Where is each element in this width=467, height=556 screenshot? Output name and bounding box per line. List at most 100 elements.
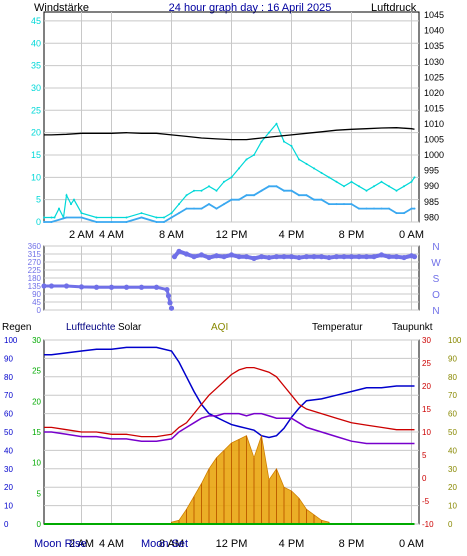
point-gust bbox=[350, 180, 353, 183]
series-avg bbox=[44, 185, 415, 223]
point-avg bbox=[155, 221, 158, 223]
point-gust bbox=[215, 189, 218, 192]
y-tick-wind: 10 bbox=[31, 172, 41, 182]
axis-labels: 2 AM 4 AM 8 AM 12 PM 4 PM 8 PM 0 AM 2 AM 4 AM 8 A… bbox=[4, 10, 462, 550]
compass-label: O bbox=[432, 290, 440, 301]
y-tick-wind: 45 bbox=[31, 16, 41, 26]
y-tick-pressure: 1005 bbox=[424, 135, 444, 145]
point-gust bbox=[410, 180, 413, 183]
y-tick-wind: 15 bbox=[31, 150, 41, 160]
point-avg bbox=[253, 194, 255, 197]
point-avg bbox=[403, 212, 405, 215]
x-tick-label-bottom: 12 PM bbox=[216, 538, 248, 550]
legend-rain: Regen bbox=[2, 322, 31, 333]
point-gust bbox=[140, 212, 143, 215]
point-avg bbox=[283, 189, 285, 192]
y-tick-pressure: 1000 bbox=[424, 150, 444, 160]
y-tick-solar: 10 bbox=[448, 502, 457, 511]
series-humidity bbox=[44, 346, 415, 439]
point-gust bbox=[208, 185, 210, 188]
series-direction-day bbox=[172, 248, 416, 261]
y-tick-temperature: 25 bbox=[422, 359, 431, 368]
point-gust bbox=[343, 185, 345, 188]
y-tick-solar: 90 bbox=[448, 354, 457, 363]
point-gust bbox=[290, 145, 293, 148]
y-tick-temperature: 0 bbox=[422, 474, 427, 483]
y-tick-humidity: 70 bbox=[4, 391, 13, 400]
y-tick-temperature: 15 bbox=[422, 405, 431, 414]
point-avg bbox=[350, 203, 353, 206]
y-tick-direction: 360 bbox=[28, 242, 42, 251]
point-direction bbox=[168, 305, 175, 311]
point-gust bbox=[230, 176, 233, 179]
compass-label: N bbox=[432, 242, 439, 253]
point-gust bbox=[200, 189, 203, 192]
point-gust bbox=[253, 153, 255, 156]
point-gust bbox=[185, 194, 188, 197]
point-avg bbox=[313, 198, 315, 201]
point-avg bbox=[410, 207, 413, 210]
y-tick-wind: 40 bbox=[31, 38, 41, 48]
point-gust bbox=[163, 216, 165, 219]
y-tick-wind: 35 bbox=[31, 61, 41, 71]
compass-label: S bbox=[433, 274, 440, 285]
header-right-label: Luftdruck bbox=[371, 2, 417, 14]
y-tick-solar: 30 bbox=[448, 465, 457, 474]
point-avg bbox=[245, 194, 248, 197]
y-tick-direction: 270 bbox=[28, 258, 42, 267]
y-tick-humidity: 50 bbox=[4, 428, 13, 437]
point-gust bbox=[238, 167, 240, 170]
moon-rise-label: Moon Rise bbox=[34, 538, 87, 550]
y-tick-solar: 0 bbox=[448, 520, 453, 529]
point-avg bbox=[380, 207, 383, 210]
point-avg bbox=[260, 189, 263, 192]
point-avg bbox=[200, 207, 203, 210]
compass-label: N bbox=[432, 306, 439, 317]
x-tick-label-top: 0 AM bbox=[399, 229, 424, 241]
point-gust bbox=[58, 207, 60, 210]
y-tick-solar: 50 bbox=[448, 428, 457, 437]
point-avg bbox=[298, 194, 300, 197]
point-avg bbox=[275, 185, 278, 188]
point-gust bbox=[73, 198, 75, 201]
point-gust bbox=[43, 216, 45, 219]
header-center-label: 24 hour graph day : 16 April 2025 bbox=[169, 2, 332, 14]
point-avg bbox=[185, 207, 188, 210]
legend-dewpoint: Taupunkt bbox=[392, 322, 433, 333]
point-gust bbox=[413, 176, 416, 179]
point-gust bbox=[65, 194, 68, 197]
point-avg bbox=[170, 216, 173, 219]
y-tick-rain: 10 bbox=[32, 459, 41, 468]
x-tick-label-top: 12 PM bbox=[216, 229, 248, 241]
point-gust bbox=[365, 189, 368, 192]
moon-set-label: Moon Set bbox=[141, 538, 188, 550]
point-gust bbox=[403, 185, 405, 188]
x-tick-label-bottom: 2 AM bbox=[69, 538, 94, 550]
point-avg bbox=[358, 207, 360, 210]
series-direction-night bbox=[44, 284, 172, 304]
point-avg bbox=[290, 189, 293, 192]
point-gust bbox=[223, 180, 225, 183]
point-avg bbox=[65, 216, 68, 219]
y-tick-rain: 0 bbox=[37, 520, 42, 529]
y-tick-humidity: 0 bbox=[4, 520, 9, 529]
legend-temperature: Temperatur bbox=[312, 322, 363, 333]
point-avg bbox=[238, 198, 240, 201]
y-tick-humidity: 30 bbox=[4, 465, 13, 474]
point-avg bbox=[268, 185, 270, 188]
x-tick-label-bottom: 4 PM bbox=[279, 538, 305, 550]
point-gust bbox=[268, 131, 270, 134]
y-tick-direction: 315 bbox=[28, 250, 42, 259]
y-tick-solar: 20 bbox=[448, 483, 457, 492]
y-tick-direction: 225 bbox=[28, 266, 42, 275]
x-tick-label-top: 4 AM bbox=[99, 229, 124, 241]
y-tick-direction: 135 bbox=[28, 282, 42, 291]
point-gust bbox=[320, 171, 323, 174]
y-tick-solar: 60 bbox=[448, 410, 457, 419]
y-tick-temperature: 20 bbox=[422, 382, 431, 391]
y-tick-humidity: 40 bbox=[4, 446, 13, 455]
y-tick-rain: 15 bbox=[32, 428, 41, 437]
header-left-label: Windstärke bbox=[34, 2, 89, 14]
